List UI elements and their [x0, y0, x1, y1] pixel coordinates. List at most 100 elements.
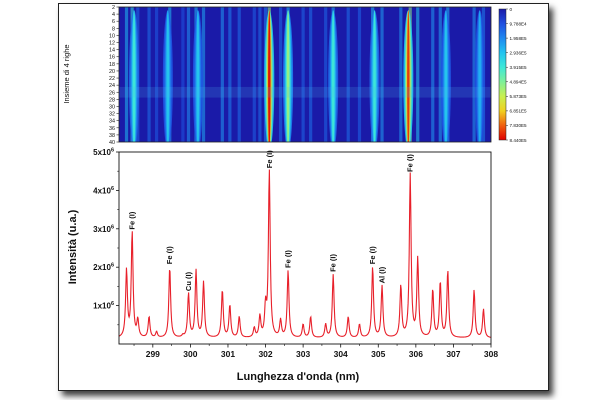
heatmap-stripe — [237, 7, 241, 142]
heatmap-y-tick-label: 28 — [109, 97, 115, 103]
heatmap-y-tick-label: 38 — [109, 133, 115, 139]
heatmap-stripe — [416, 7, 420, 142]
colorbar-tick-label: 0 — [510, 7, 513, 12]
colorbar-tick-label: 2.936E5 — [510, 50, 528, 55]
colorbar-tick-label: 1.958E5 — [510, 36, 528, 41]
colorbar-tick-label: 5.873E5 — [510, 94, 528, 99]
spectrum-y-ticks: 1x106 2x106 3x106 4x106 5x106 — [93, 148, 119, 326]
x-axis-tick-label: 299 — [146, 349, 160, 359]
colorbar-ticks: 0 9.788E4 1.958E5 2.936E5 3.915E5 4.894E5 5.87… — [506, 7, 527, 143]
heatmap-stripe — [309, 7, 313, 142]
heatmap-band — [283, 10, 294, 142]
peak-annotation: Fe (I) — [128, 211, 137, 229]
heatmap-y-tick-label: 4 — [112, 12, 115, 18]
heatmap-band — [162, 10, 173, 142]
heatmap-band — [369, 10, 380, 142]
x-axis-tick-label: 305 — [371, 349, 385, 359]
heatmap-background — [119, 7, 491, 142]
spectrum-annotations: Fe (I) Fe (I) Cu (I) Fe (I) Fe (I) Fe (I) Fe (… — [128, 150, 415, 291]
heatmap-y-tick-label: 10 — [109, 33, 115, 39]
heatmap-stripe — [431, 7, 435, 142]
heatmap-band — [440, 10, 451, 142]
spectrum-frame — [118, 151, 492, 345]
heatmap-stripe — [438, 7, 442, 142]
heatmap-y-tick-label: 26 — [109, 90, 115, 96]
colorbar-tick-label: 8.440E5 — [510, 138, 528, 143]
heatmap-band — [474, 10, 485, 142]
y-axis-tick-label: 1x106 — [93, 301, 114, 311]
y-axis-tick-label: 2x106 — [93, 263, 114, 273]
heatmap-stripe — [186, 7, 191, 142]
heatmap-y-tick-label: 24 — [109, 83, 115, 89]
heatmap-stripe — [399, 7, 403, 142]
colorbar-tick-label: 6.851E5 — [510, 109, 528, 114]
x-axis-tick-label: 304 — [334, 349, 348, 359]
heatmap-stripe — [147, 7, 151, 142]
heatmap-band — [328, 10, 339, 142]
heatmap-row-band — [119, 86, 491, 98]
peak-annotation: Fe (I) — [284, 250, 293, 268]
y-axis-tick-label: 5x106 — [93, 148, 114, 158]
heatmap-y-tick-label: 40 — [109, 140, 115, 146]
heatmap-stripe — [258, 7, 262, 142]
peak-annotation: Fe (I) — [406, 154, 415, 172]
colorbar: 0 9.788E4 1.958E5 2.936E5 3.915E5 4.894E5 5.87… — [498, 7, 527, 143]
heatmap-y-tick-label: 18 — [109, 62, 115, 68]
heatmap-y-tick-label: 20 — [109, 69, 115, 75]
x-axis-tick-label: 306 — [409, 349, 423, 359]
heatmap-stripe — [346, 7, 350, 142]
spectrum-x-axis-label: Lunghezza d'onda (nm) — [237, 371, 360, 383]
heatmap-stripe — [124, 7, 129, 142]
heatmap-y-axis-label: Insieme di 4 righe — [62, 44, 71, 103]
heatmap-band — [264, 10, 275, 142]
heatmap-stripe — [324, 7, 328, 142]
heatmap-y-tick-label: 6 — [112, 19, 115, 25]
heatmap-stripe — [181, 7, 185, 142]
heatmap-y-tick-label: 30 — [109, 104, 115, 110]
heatmap-y-tick-label: 22 — [109, 76, 115, 82]
heatmap-stripe — [252, 7, 256, 142]
x-axis-tick-label: 301 — [221, 349, 235, 359]
x-axis-tick-label: 302 — [258, 349, 272, 359]
heatmap-stripe — [154, 7, 159, 142]
x-axis-tick-label: 307 — [446, 349, 460, 359]
heatmap-y-tick-label: 34 — [109, 119, 115, 125]
spectrum-x-ticks: 299 300 301 302 303 304 305 306 307 308 — [133, 344, 498, 359]
heatmap-stripe — [357, 7, 362, 142]
colorbar-tick-label: 7.830E5 — [510, 123, 528, 128]
peak-annotation: Al (I) — [378, 266, 387, 283]
x-axis-tick-label: 308 — [484, 349, 498, 359]
peak-annotation: Fe (I) — [265, 150, 274, 168]
colorbar-tick-label: 9.788E4 — [510, 21, 528, 26]
x-axis-tick-label: 303 — [296, 349, 310, 359]
spectrum-y-axis-label: Intensità (u.a.) — [67, 209, 79, 284]
heatmap-y-tick-label: 14 — [109, 48, 115, 54]
heatmap-band — [192, 10, 203, 142]
x-axis-tick-label: 300 — [183, 349, 197, 359]
heatmap-stripe — [220, 7, 224, 142]
peak-annotation: Fe (I) — [329, 253, 338, 271]
spectrum-plot: 299 300 301 302 303 304 305 306 307 308 1x106 2x10… — [67, 148, 498, 384]
heatmap-y-tick-label: 8 — [112, 26, 115, 32]
peak-annotation: Fe (I) — [165, 246, 174, 264]
heatmap-band — [403, 10, 414, 142]
heatmap-y-tick-label: 32 — [109, 112, 115, 118]
heatmap-y-tick-label: 2 — [112, 5, 115, 11]
colorbar-tick-label: 4.894E5 — [510, 80, 528, 85]
heatmap-stripe — [301, 7, 305, 142]
heatmap-stripe — [228, 7, 232, 142]
figure-card: 2 4 6 8 10 12 14 16 18 20 22 24 26 28 30 32 34 36 38 40 Ins… — [58, 3, 549, 391]
heatmap-stripe — [472, 7, 476, 142]
heatmap-stripe — [380, 7, 384, 142]
peak-annotation: Cu (I) — [184, 271, 193, 291]
peak-annotation: Fe (I) — [368, 246, 377, 264]
y-axis-tick-label: 4x106 — [93, 186, 114, 196]
heatmap-y-tick-label: 36 — [109, 126, 115, 132]
heatmap-stripe — [278, 7, 283, 142]
spectrum-series-line — [118, 169, 492, 338]
heatmap-y-tick-label: 12 — [109, 41, 115, 47]
heatmap-frame — [118, 6, 492, 143]
